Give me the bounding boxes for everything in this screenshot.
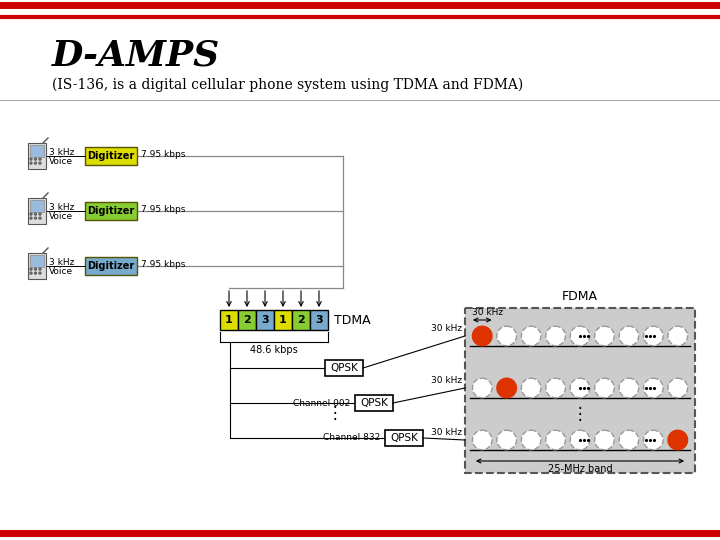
Text: QPSK: QPSK — [330, 363, 358, 373]
Text: 3: 3 — [261, 315, 269, 325]
Bar — [28, 253, 46, 279]
Bar — [28, 198, 46, 224]
Text: D-AMPS: D-AMPS — [52, 38, 220, 72]
Text: 1: 1 — [279, 315, 287, 325]
Circle shape — [497, 378, 516, 398]
Circle shape — [546, 430, 565, 450]
Bar — [292, 310, 310, 330]
Circle shape — [595, 430, 614, 450]
Bar — [325, 360, 363, 376]
Bar — [274, 310, 292, 330]
Text: 2: 2 — [297, 315, 305, 325]
Circle shape — [472, 326, 492, 346]
Text: 3 kHz: 3 kHz — [49, 203, 74, 212]
Circle shape — [644, 430, 663, 450]
Bar — [85, 202, 137, 220]
Bar — [310, 310, 328, 330]
Circle shape — [521, 378, 541, 398]
Text: 3: 3 — [315, 315, 323, 325]
Circle shape — [35, 162, 37, 164]
Circle shape — [472, 430, 492, 450]
Circle shape — [668, 378, 688, 398]
Circle shape — [39, 272, 41, 274]
Text: 30 kHz: 30 kHz — [431, 428, 462, 437]
Text: 30 kHz: 30 kHz — [431, 324, 462, 333]
Circle shape — [497, 430, 516, 450]
Circle shape — [472, 378, 492, 398]
Text: Digitizer: Digitizer — [87, 261, 135, 271]
Bar — [256, 310, 274, 330]
Circle shape — [39, 158, 41, 160]
Circle shape — [30, 217, 32, 219]
Text: 48.6 kbps: 48.6 kbps — [250, 345, 298, 355]
Circle shape — [570, 326, 590, 346]
Circle shape — [619, 430, 639, 450]
Text: 7.95 kbps: 7.95 kbps — [141, 260, 185, 269]
Text: TDMA: TDMA — [334, 314, 371, 327]
Bar — [28, 143, 46, 169]
Text: 3 kHz: 3 kHz — [49, 258, 74, 267]
Circle shape — [30, 272, 32, 274]
Bar — [30, 255, 44, 267]
Text: Voice: Voice — [49, 267, 73, 276]
Circle shape — [619, 378, 639, 398]
Bar — [355, 395, 393, 411]
Circle shape — [30, 158, 32, 160]
Text: ⋮: ⋮ — [327, 403, 343, 422]
Text: Voice: Voice — [49, 157, 73, 166]
Text: 7.95 kbps: 7.95 kbps — [141, 150, 185, 159]
Circle shape — [521, 430, 541, 450]
Text: (IS-136, is a digital cellular phone system using TDMA and FDMA): (IS-136, is a digital cellular phone sys… — [52, 78, 523, 92]
Circle shape — [497, 326, 516, 346]
Circle shape — [39, 162, 41, 164]
Text: Channel 002: Channel 002 — [293, 399, 350, 408]
Circle shape — [595, 378, 614, 398]
Text: FDMA: FDMA — [562, 290, 598, 303]
Text: 1: 1 — [225, 315, 233, 325]
Circle shape — [546, 378, 565, 398]
Text: QPSK: QPSK — [360, 398, 388, 408]
Bar — [30, 145, 44, 157]
Text: Channel 832: Channel 832 — [323, 434, 380, 442]
Bar — [238, 310, 256, 330]
Circle shape — [30, 162, 32, 164]
Circle shape — [668, 326, 688, 346]
Circle shape — [30, 268, 32, 270]
Circle shape — [39, 268, 41, 270]
Bar — [385, 430, 423, 446]
Circle shape — [644, 378, 663, 398]
Circle shape — [619, 326, 639, 346]
Circle shape — [35, 213, 37, 215]
Circle shape — [521, 326, 541, 346]
Circle shape — [570, 430, 590, 450]
Circle shape — [35, 268, 37, 270]
Circle shape — [570, 378, 590, 398]
Circle shape — [595, 326, 614, 346]
Circle shape — [668, 430, 688, 450]
Text: Voice: Voice — [49, 212, 73, 221]
Circle shape — [35, 272, 37, 274]
Text: 2: 2 — [243, 315, 251, 325]
Text: ⋮: ⋮ — [572, 405, 588, 423]
Circle shape — [39, 213, 41, 215]
Text: 7.95 kbps: 7.95 kbps — [141, 205, 185, 214]
Circle shape — [39, 217, 41, 219]
Bar — [85, 147, 137, 165]
Text: Digitizer: Digitizer — [87, 206, 135, 216]
Circle shape — [35, 158, 37, 160]
Text: QPSK: QPSK — [390, 433, 418, 443]
Text: 30 kHz: 30 kHz — [472, 308, 503, 317]
Text: 25-MHz band: 25-MHz band — [548, 464, 612, 474]
Circle shape — [644, 326, 663, 346]
Circle shape — [35, 217, 37, 219]
Circle shape — [546, 326, 565, 346]
Circle shape — [30, 213, 32, 215]
Text: 3 kHz: 3 kHz — [49, 148, 74, 157]
Bar — [85, 257, 137, 275]
Bar — [30, 200, 44, 212]
Text: 30 kHz: 30 kHz — [431, 376, 462, 385]
Bar — [465, 308, 695, 473]
Text: Digitizer: Digitizer — [87, 151, 135, 161]
Bar — [220, 310, 238, 330]
